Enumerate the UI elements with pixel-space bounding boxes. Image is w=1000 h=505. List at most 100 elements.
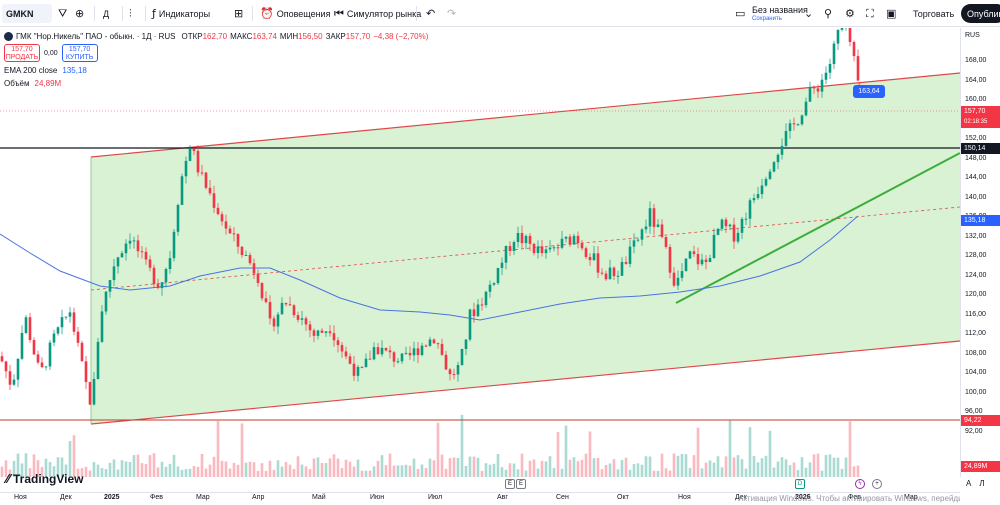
volume-bar <box>720 467 724 477</box>
tradingview-logo[interactable]: ⁄⁄ TradingView <box>6 472 83 486</box>
volume-bar <box>592 458 596 477</box>
log-scale-toggle[interactable]: Л <box>979 479 985 488</box>
event-marker-icon[interactable]: E <box>516 479 526 489</box>
candle-body <box>752 198 756 201</box>
alerts-button[interactable]: ⏰ Оповещения <box>260 0 330 27</box>
support-price-tag: 94,22 <box>961 415 1000 426</box>
trade-button[interactable]: Торговать <box>913 8 955 19</box>
settings-gear-icon[interactable]: ⚙ <box>845 7 855 20</box>
legend-ema-row[interactable]: EMA 200 close 135,18 <box>4 64 431 77</box>
candle-body <box>172 231 176 259</box>
candle-body <box>324 331 328 333</box>
indicators-button[interactable]: ƒ Индикаторы <box>152 0 210 27</box>
candle-body <box>444 354 448 370</box>
fullscreen-icon[interactable]: ⛶ <box>866 6 874 20</box>
volume-bar <box>432 460 436 477</box>
candle-body <box>544 249 548 254</box>
volume-bar <box>100 468 104 477</box>
candle-body <box>484 291 488 306</box>
channel-mid-line <box>90 206 960 291</box>
volume-bar <box>764 455 768 477</box>
price-scale[interactable]: RUS 168,00164,00160,00156,00152,00148,00… <box>960 28 1000 477</box>
candle-body <box>716 228 720 235</box>
volume-bar <box>740 459 744 477</box>
candle-body <box>376 347 380 355</box>
candle-body <box>116 257 120 267</box>
symbol-search[interactable]: GMKN <box>2 4 52 23</box>
volume-bar <box>288 464 292 477</box>
buy-button[interactable]: 157,70 КУПИТЬ <box>61 44 98 62</box>
candle-body <box>248 255 252 264</box>
replay-button[interactable]: ⏮ Симулятор рынка <box>334 0 421 27</box>
chart-pane[interactable]: 163,64 <box>0 28 960 477</box>
legend-title[interactable]: ГМК "Нор.Никель" ПАО - обыкн. · 1Д · RUS <box>16 32 176 41</box>
divider <box>145 6 146 21</box>
candle-body <box>548 247 552 250</box>
layout-name[interactable]: Без названия Сохранить <box>752 0 808 27</box>
candle-body <box>588 256 592 261</box>
volume-bar <box>768 430 772 477</box>
volume-bar <box>524 470 528 477</box>
lightning-icon[interactable]: ϟ <box>855 479 865 489</box>
volume-bar <box>352 466 356 477</box>
candles <box>0 28 860 406</box>
price-chart[interactable] <box>0 28 960 477</box>
interval-button[interactable]: Д <box>103 8 110 19</box>
candle-body <box>836 29 840 44</box>
volume-bar <box>88 470 92 477</box>
plus-icon[interactable]: + <box>872 479 882 489</box>
candle-body <box>392 352 396 362</box>
compare-icon[interactable]: ⛛ <box>58 6 68 20</box>
event-marker-icon[interactable]: E <box>505 479 515 489</box>
candle-body <box>8 371 12 385</box>
volume-bar <box>500 467 504 477</box>
buy-label: КУПИТЬ <box>65 54 94 61</box>
time-label: Май <box>312 494 326 501</box>
volume-bar <box>736 455 740 477</box>
volume-bar <box>268 460 272 477</box>
volume-bar <box>436 422 440 477</box>
candle-body <box>296 315 300 320</box>
candle-body <box>616 275 620 277</box>
sell-button[interactable]: 157,70 ПРОДАТЬ <box>4 44 40 62</box>
undo-icon[interactable]: ↶ <box>426 7 436 20</box>
camera-icon[interactable]: ▣ <box>886 7 897 20</box>
volume-bar <box>40 466 44 477</box>
volume-bar <box>532 459 536 477</box>
volume-bar <box>624 457 628 477</box>
volume-bar <box>800 457 804 477</box>
volume-bar <box>392 465 396 477</box>
candle-body <box>240 246 244 256</box>
time-scale[interactable]: Ноя Дек 2025 Фев Мар Апр Май Июн Июл Авг Сен Окт Ноя… <box>0 492 960 505</box>
candle-body <box>688 251 692 259</box>
price-tick: 164,00 <box>965 76 987 84</box>
auto-scale-toggle[interactable]: A <box>966 479 972 488</box>
legend-volume-row[interactable]: Объём 24,89M <box>4 77 431 90</box>
volume-bar <box>588 431 592 477</box>
volume-bar <box>752 456 756 477</box>
price-tick: 128,00 <box>965 252 987 259</box>
add-symbol-icon[interactable]: ⊕ <box>75 7 85 20</box>
hline-price-tag: 150,14 <box>961 143 1000 154</box>
quick-search-icon[interactable]: ⚲ <box>824 7 833 20</box>
redo-icon[interactable]: ↷ <box>447 7 457 20</box>
publish-button[interactable]: Опубликовать <box>961 4 1000 23</box>
chevron-down-icon[interactable]: ⌄ <box>804 7 814 20</box>
candle-body <box>748 200 752 219</box>
volume-bar <box>20 463 24 477</box>
price-callout[interactable]: 163,64 <box>853 85 885 98</box>
candle-body <box>664 236 668 247</box>
candle-body <box>224 221 228 229</box>
volume-bar <box>728 420 732 477</box>
templates-icon[interactable]: ⊞ <box>234 7 244 20</box>
dividend-marker-icon[interactable]: D <box>795 479 805 489</box>
candle-body <box>292 305 296 316</box>
volume-bar <box>236 464 240 477</box>
candle-body <box>0 356 4 362</box>
bar-style-icon[interactable]: ⫶ <box>129 6 132 20</box>
volume-bar <box>508 463 512 477</box>
volume-bar <box>316 457 320 477</box>
layout-icon[interactable]: ▭ <box>735 7 746 20</box>
price-tick: 104,00 <box>965 369 987 376</box>
currency-label[interactable]: RUS <box>965 32 980 39</box>
